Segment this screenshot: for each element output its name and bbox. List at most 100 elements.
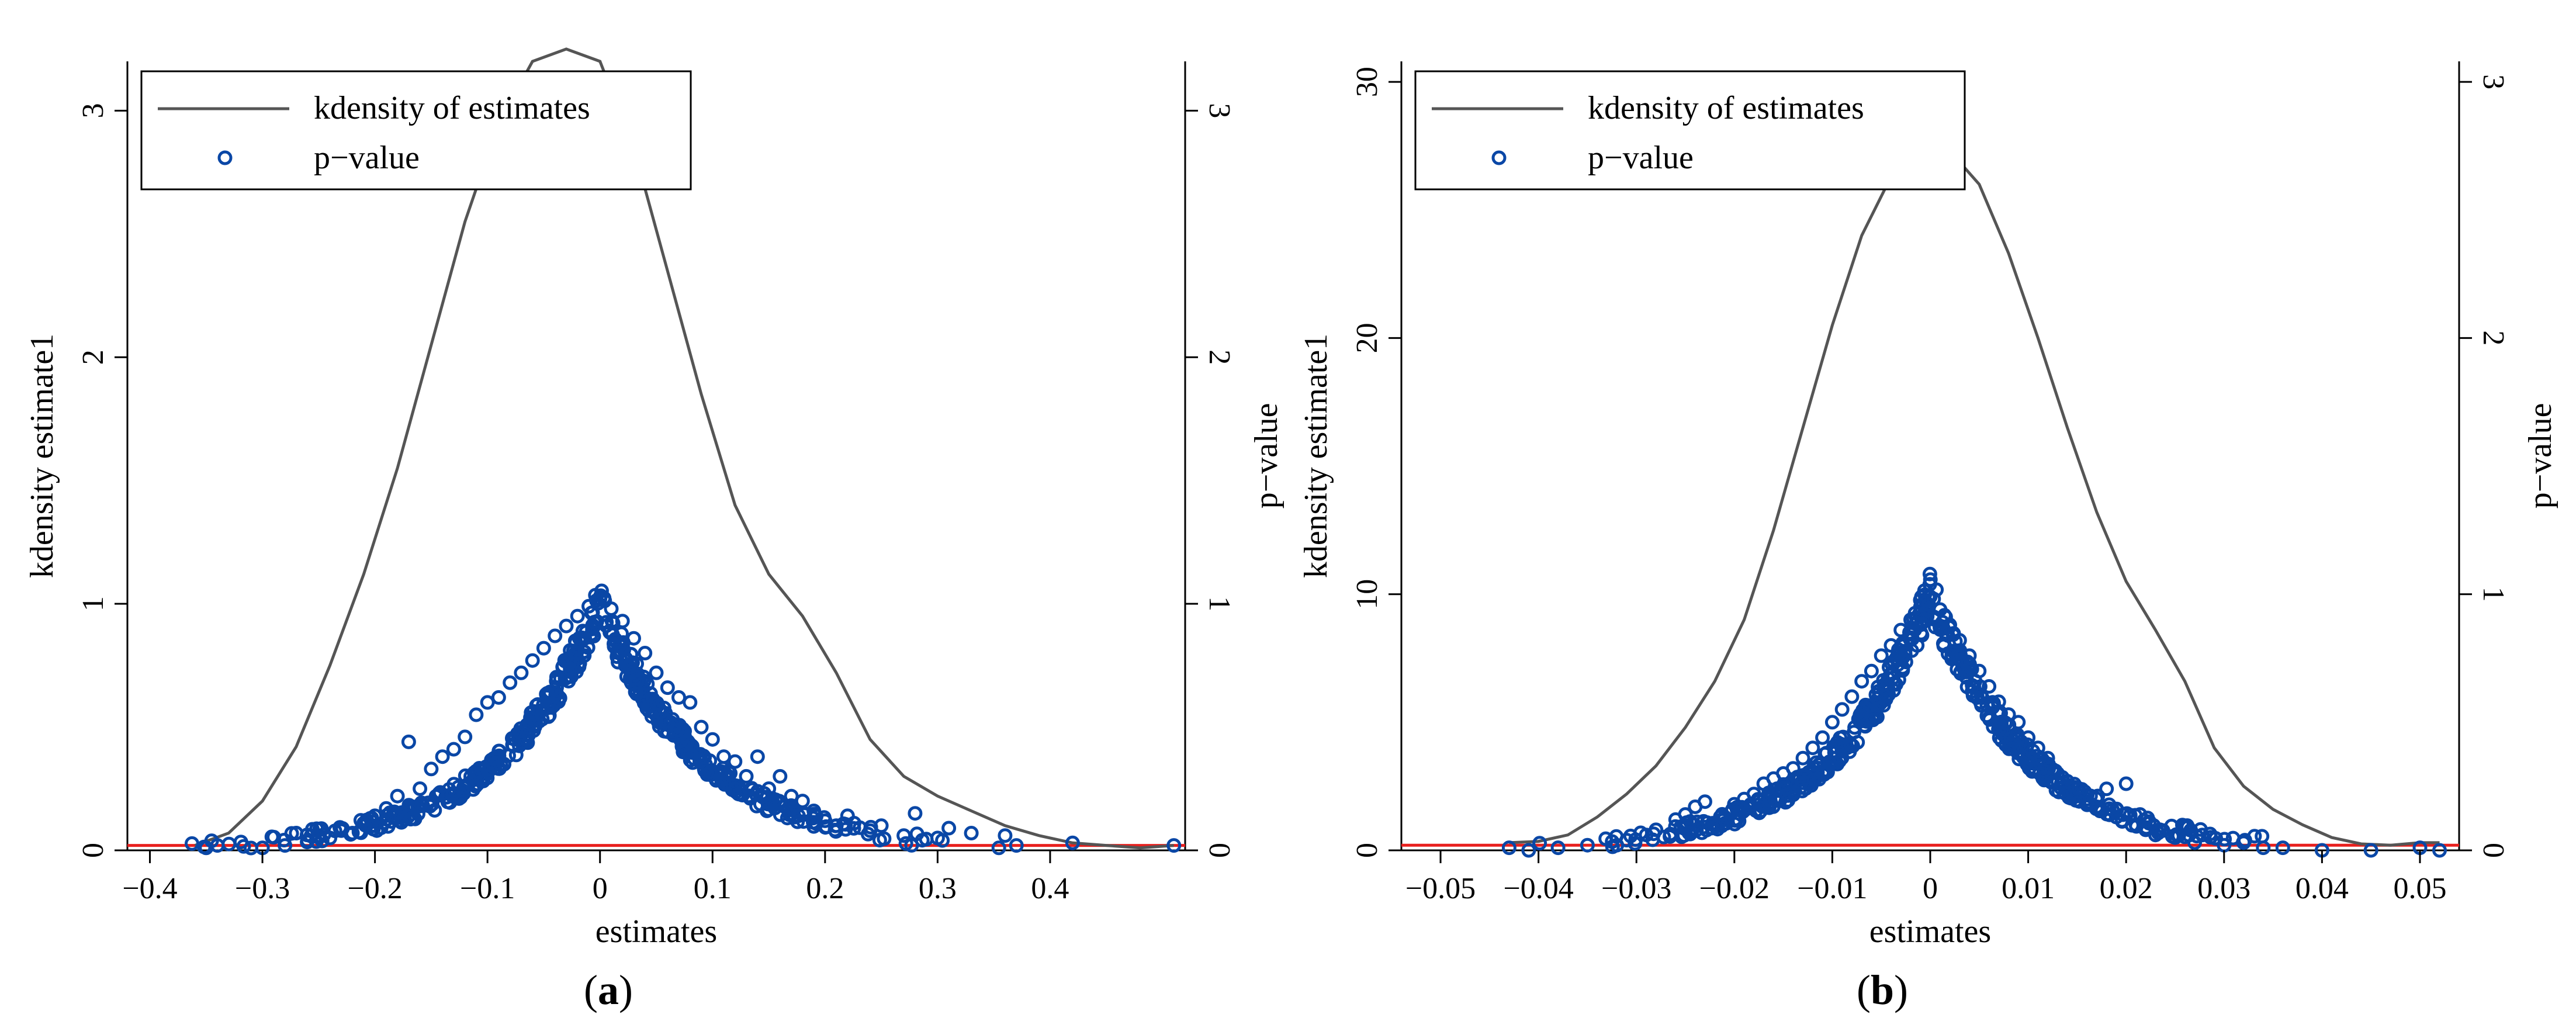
- pvalue-cloud-point: [1826, 755, 1841, 770]
- pvalue-cloud-point: [1609, 829, 1624, 844]
- x-tick-label: 0: [593, 872, 608, 905]
- pvalue-cloud-point: [1975, 690, 1990, 705]
- pvalue-point: [480, 695, 495, 710]
- panel-letter-a: a: [598, 967, 619, 1013]
- pvalue-point: [773, 769, 788, 784]
- pvalue-cloud-point: [676, 738, 691, 753]
- pvalue-cloud-point: [1865, 712, 1881, 728]
- x-tick-label: −0.2: [347, 872, 402, 905]
- pvalue-cloud-point: [2123, 808, 2138, 823]
- pvalue-point: [446, 742, 461, 757]
- pvalue-cloud-point: [563, 662, 578, 676]
- x-ticks-a: −0.4 −0.3 −0.2 −0.1 0 0.1 0.2 0.3 0.4: [122, 850, 1069, 905]
- pvalue-point: [2099, 781, 2114, 797]
- pvalue-cloud-point: [1940, 646, 1955, 661]
- pvalue-cloud-point: [1897, 646, 1912, 662]
- pvalue-cloud-point: [624, 656, 638, 672]
- pvalue-cloud-point: [2207, 830, 2222, 846]
- x-tick-label: 0.01: [2002, 872, 2055, 905]
- pvalue-point: [559, 618, 574, 634]
- pvalue-cloud-point: [549, 674, 564, 689]
- x-axis-title-b: estimates: [1869, 913, 1991, 950]
- pvalue-point: [1824, 715, 1840, 730]
- pvalue-cloud-point: [1778, 780, 1793, 795]
- pvalue-cloud-point: [624, 647, 639, 662]
- pvalue-cloud-point: [1895, 662, 1910, 677]
- pvalue-point: [728, 754, 743, 769]
- pvalue-cloud-point: [2037, 763, 2052, 778]
- pvalue-cloud-point: [585, 605, 600, 620]
- pvalue-cloud-point: [676, 745, 691, 760]
- y-right-axis-title-a: p−value: [1248, 403, 1284, 509]
- x-tick-label: −0.1: [460, 872, 515, 905]
- pvalue-cloud-point: [761, 802, 776, 817]
- pvalue-point: [401, 734, 416, 749]
- pvalue-cloud-point: [660, 714, 675, 729]
- pvalue-cloud-point: [629, 686, 644, 701]
- y-left-ticks-b: 0 10 20 30: [1351, 67, 1401, 858]
- pvalue-point: [1521, 843, 1536, 858]
- pvalue-cloud-point: [2021, 754, 2036, 770]
- pvalue-cloud-point: [790, 814, 805, 829]
- pvalue-cloud-point: [569, 645, 583, 660]
- x-tick-label: −0.04: [1503, 872, 1573, 905]
- x-tick-label: 0.4: [1031, 872, 1069, 905]
- pvalue-cloud-point: [221, 836, 237, 852]
- pvalue-cloud-point: [244, 840, 258, 856]
- kdensity-line-a: [194, 47, 1174, 850]
- x-tick-label: 0.04: [2295, 872, 2349, 905]
- pvalue-density-cloud-a: [185, 583, 1006, 856]
- legend-circle-swatch-b: [1491, 150, 1507, 165]
- pvalue-cloud-point: [1923, 572, 1938, 587]
- pvalue-cloud-point: [2165, 829, 2180, 844]
- pvalue-cloud-point: [1935, 615, 1950, 630]
- legend-label-kdensity-a: kdensity of estimates: [314, 90, 590, 126]
- pvalue-cloud-point: [768, 792, 783, 807]
- pvalue-point: [491, 690, 506, 705]
- pvalue-point: [908, 806, 923, 821]
- pvalue-point: [514, 665, 529, 680]
- pvalue-point: [1698, 794, 1712, 809]
- y-left-tick-label: 2: [77, 349, 110, 365]
- pvalue-density-cloud-b: [1532, 566, 2270, 854]
- pvalue-point: [413, 781, 428, 796]
- pvalue-point: [1874, 648, 1889, 663]
- pvalue-cloud-point: [506, 738, 521, 753]
- legend-b: kdensity of estimates p−value: [1414, 70, 1966, 191]
- pvalue-cloud-point: [2142, 816, 2156, 831]
- x-tick-label: −0.4: [122, 872, 177, 905]
- pvalue-cloud-point: [717, 777, 732, 792]
- pvalue-cloud-point: [445, 786, 460, 801]
- pvalue-cloud-point: [586, 619, 601, 634]
- pvalue-cloud-point: [2225, 830, 2241, 846]
- pvalue-cloud-point: [919, 832, 934, 847]
- y-left-tick-label: 20: [1351, 323, 1384, 353]
- panel-label-b: (b): [1857, 967, 1908, 1013]
- pvalue-point: [2363, 843, 2378, 858]
- pvalue-cloud-point: [2128, 808, 2143, 823]
- x-tick-label: 0.05: [2393, 872, 2446, 905]
- pvalue-cloud-point: [2094, 804, 2110, 819]
- pvalue-cloud-point: [497, 757, 512, 771]
- pvalue-point: [2432, 843, 2447, 858]
- pvalue-cloud-point: [743, 791, 758, 806]
- pvalue-cloud-point: [1920, 604, 1935, 619]
- x-tick-label: −0.02: [1699, 872, 1770, 905]
- pvalue-cloud-point: [373, 820, 389, 835]
- pvalue-cloud-point: [816, 810, 832, 825]
- pvalue-cloud-point: [561, 653, 576, 668]
- pvalue-cloud-point: [514, 735, 529, 750]
- y-right-tick-label: 2: [2477, 330, 2510, 345]
- pvalue-point: [2256, 840, 2271, 856]
- pvalue-cloud-point: [1878, 691, 1893, 707]
- pvalue-cloud-point: [1995, 721, 2010, 736]
- pvalue-cloud-point: [1715, 818, 1730, 833]
- pvalue-point: [1844, 689, 1860, 704]
- pvalue-point: [1550, 840, 1566, 856]
- pvalue-point: [683, 695, 698, 710]
- pvalue-cloud-point: [935, 833, 950, 848]
- pvalue-cloud-point: [853, 820, 867, 835]
- pvalue-cloud-point: [542, 696, 557, 711]
- pvalue-point: [1009, 838, 1024, 853]
- pvalue-cloud-point: [300, 835, 315, 850]
